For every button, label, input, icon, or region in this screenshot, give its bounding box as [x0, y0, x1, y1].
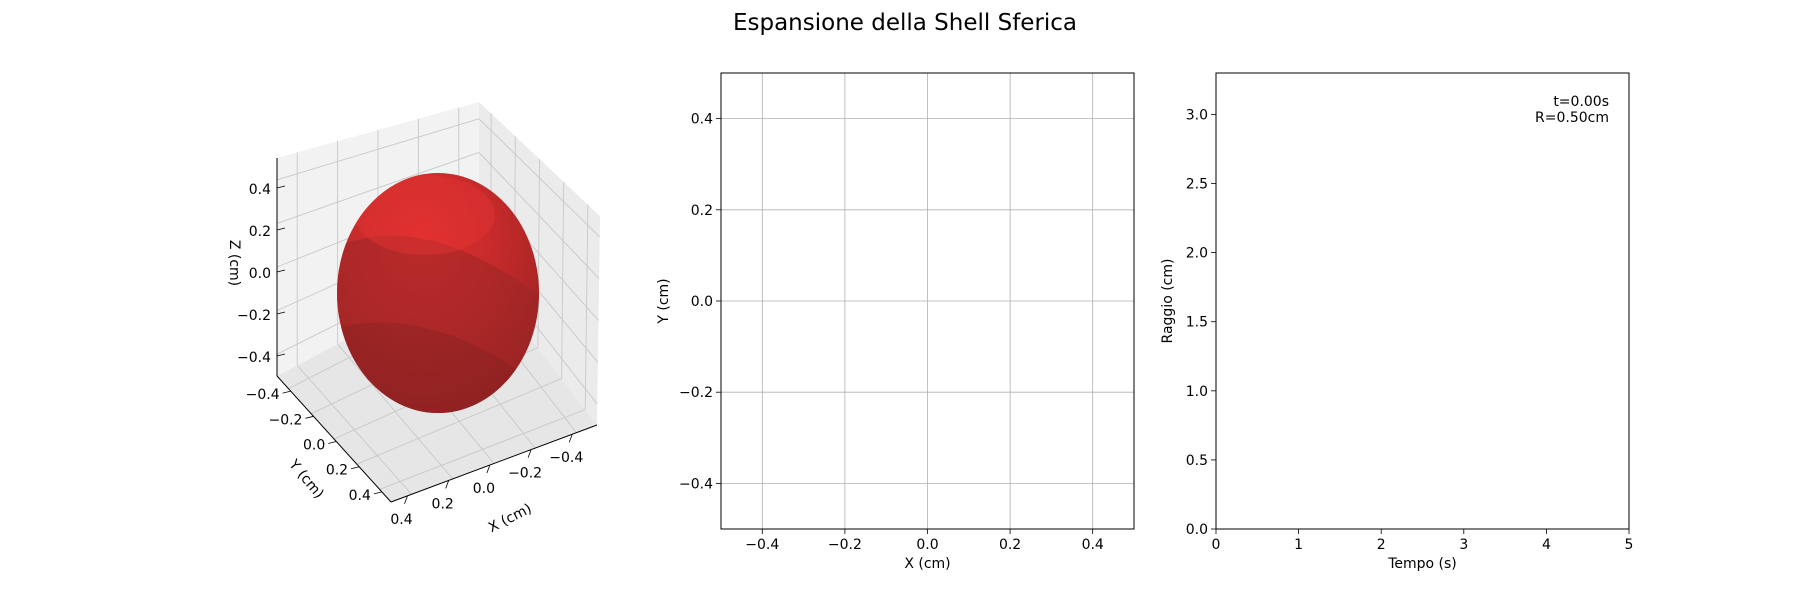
- y-tick-label: −0.4: [246, 387, 280, 403]
- time-annotation: t=0.00s: [1553, 94, 1609, 110]
- floor-gridline: [337, 343, 454, 480]
- x-tick-label: 0.4: [1082, 537, 1104, 553]
- z-tick-label: 0.0: [249, 266, 271, 282]
- y-tick-mark: [282, 390, 291, 394]
- back-gridline: [276, 118, 480, 181]
- x-tick-label: 0.0: [916, 537, 938, 553]
- radius-time-axes: t=0.00s R=0.50cm 0 1 2 3 4 5 0.0 0.5 1.0 1.5 2.0 2.…: [1160, 72, 1634, 572]
- y-tick-label: 0.2: [691, 203, 713, 219]
- y-tick-label: 0.2: [326, 463, 348, 479]
- x-tick-label: 0.2: [999, 537, 1021, 553]
- y-axis-label: Raggio (cm): [1160, 259, 1176, 344]
- y-tick-label: 3.0: [1186, 107, 1208, 123]
- x-tick-mark: [445, 480, 450, 489]
- x-tick-label: −0.2: [828, 537, 862, 553]
- x-tick-mark: [486, 464, 491, 474]
- x-tick-label: 0.0: [473, 481, 495, 497]
- y-tick-label: 2.0: [1186, 246, 1208, 262]
- x-tick-label: 0.4: [390, 512, 412, 528]
- x-tick-label: 4: [1542, 537, 1551, 553]
- z-tick-label: 0.4: [249, 182, 271, 198]
- figure-title: Espansione della Shell Sferica: [733, 10, 1077, 36]
- sphere-surface: [337, 173, 539, 413]
- x-axis-label: Tempo (s): [1387, 556, 1457, 572]
- x-axis-label: X (cm): [904, 556, 950, 572]
- y-tick-label: −0.4: [679, 476, 713, 492]
- sphere-dark-band: [337, 235, 539, 413]
- x-tick-mark: [568, 434, 573, 443]
- z-axis-label: Z (cm): [226, 240, 242, 286]
- x-tick-label: 2: [1377, 537, 1386, 553]
- plot-frame: [1215, 72, 1630, 530]
- x-tick-label: 1: [1294, 537, 1303, 553]
- x-tick-label: 5: [1625, 537, 1634, 553]
- x-axis-label: X (cm): [486, 501, 535, 536]
- sphere-3d-axes: 0.40.20.0−0.2−0.4Z (cm)−0.4−0.20.00.20.4…: [226, 102, 601, 536]
- back-gridline: [276, 151, 480, 224]
- x-tick-label: 0: [1212, 537, 1221, 553]
- side-gridline: [478, 152, 600, 280]
- x-tick-label: −0.2: [508, 466, 542, 482]
- z-tick-mark: [276, 269, 286, 273]
- y-tick-label: 0.5: [1186, 453, 1208, 469]
- y-tick-mark: [328, 441, 337, 444]
- y-tick-label: −0.2: [679, 385, 713, 401]
- z-tick-mark: [276, 185, 286, 189]
- xy-plane-axes: −0.4 −0.2 0.0 0.2 0.4 −0.4 −0.2 0.0 0.2 0.4 X (cm)…: [656, 72, 1135, 572]
- x-tick-mark: [404, 495, 408, 504]
- z-tick-label: 0.2: [249, 224, 271, 240]
- y-tick-label: 1.5: [1186, 315, 1208, 331]
- y-axis-line: [276, 375, 392, 503]
- y-axis-label: Y (cm): [656, 278, 672, 324]
- y-tick-label: 0.4: [691, 112, 713, 128]
- y-tick-label: 0.0: [691, 294, 713, 310]
- y-tick-mark: [305, 415, 314, 419]
- y-tick-label: 0.0: [303, 438, 325, 454]
- y-tick-label: −0.2: [268, 412, 302, 428]
- z-tick-label: −0.4: [237, 350, 271, 366]
- side-pane: [479, 102, 600, 425]
- radius-annotation: R=0.50cm: [1535, 110, 1609, 126]
- y-tick-mark: [350, 466, 360, 470]
- z-tick-mark: [276, 227, 286, 231]
- x-tick-label: 0.2: [432, 496, 454, 512]
- x-tick-label: −0.4: [549, 450, 583, 466]
- y-tick-label: 0.4: [349, 488, 371, 504]
- x-axis-line: [390, 424, 598, 503]
- y-tick-label: 1.0: [1186, 384, 1208, 400]
- x-tick-label: −0.4: [745, 537, 779, 553]
- y-tick-label: 0.0: [1186, 522, 1208, 538]
- sphere-highlight: [355, 175, 495, 255]
- y-tick-mark: [373, 491, 382, 495]
- side-gridline: [478, 118, 601, 238]
- y-axis-label: Y (cm): [285, 456, 327, 502]
- x-tick-label: 3: [1459, 537, 1468, 553]
- z-tick-mark: [276, 353, 286, 357]
- floor-gridline: [296, 365, 412, 495]
- z-tick-mark: [276, 311, 286, 315]
- y-tick-label: 2.5: [1186, 177, 1208, 193]
- plot-frame: [720, 72, 1135, 530]
- z-tick-label: −0.2: [237, 308, 271, 324]
- x-tick-mark: [527, 449, 532, 458]
